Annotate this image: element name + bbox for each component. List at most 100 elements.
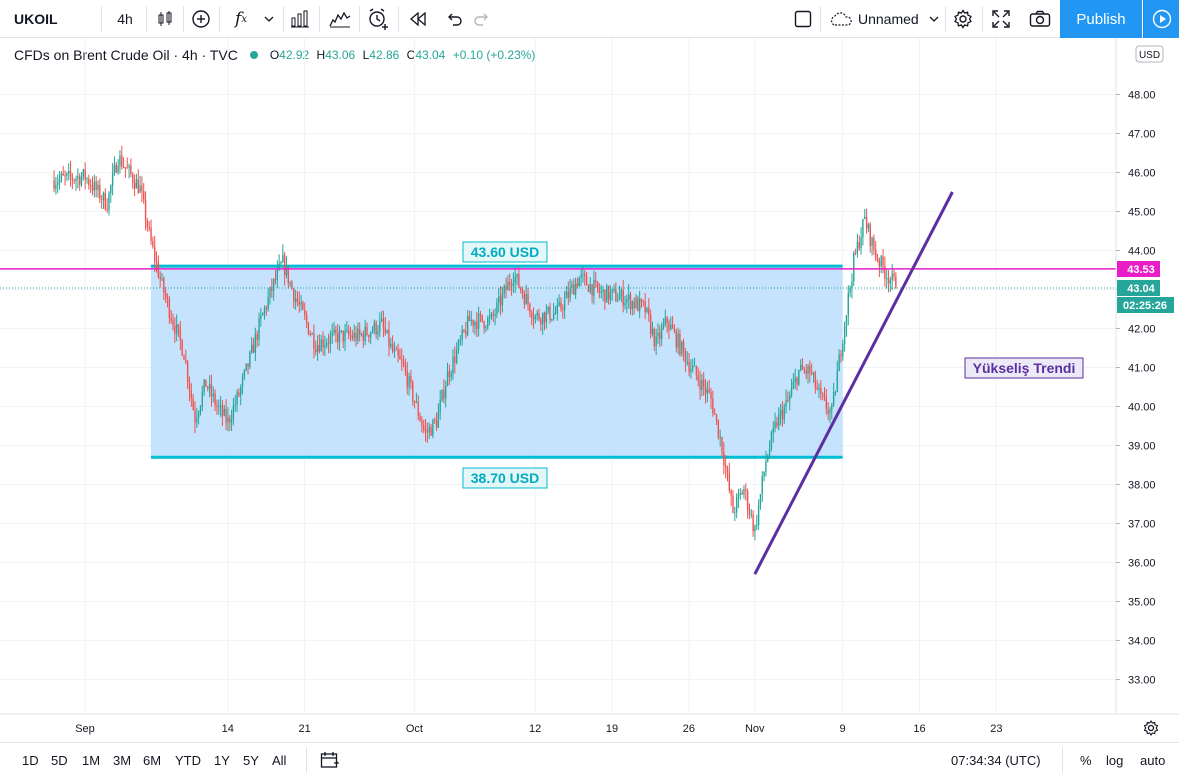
ohlc-values: O42.92 H43.06 L42.86 C43.04 +0.10 (+0.23… <box>270 48 536 62</box>
log-toggle[interactable]: log <box>1106 752 1124 768</box>
range-button-1d[interactable]: 1D <box>22 752 39 768</box>
candle <box>181 338 183 357</box>
camera-icon[interactable] <box>1026 0 1054 38</box>
fullscreen-icon[interactable] <box>988 0 1014 38</box>
axis-settings-gear-icon[interactable] <box>1143 719 1159 737</box>
candle <box>638 290 641 319</box>
trend-label[interactable]: Yükseliş Trendi <box>964 357 1084 379</box>
range-button-3m[interactable]: 3M <box>113 752 132 768</box>
undo-icon[interactable] <box>442 0 466 38</box>
redo-icon[interactable] <box>470 0 494 38</box>
candle <box>730 488 732 507</box>
candle <box>739 487 742 500</box>
candles-icon[interactable] <box>152 0 178 38</box>
candle <box>785 389 787 414</box>
candle <box>516 273 518 286</box>
candle <box>430 423 432 436</box>
candle <box>596 281 599 293</box>
lower-label-text: 38.70 USD <box>471 470 539 486</box>
layout-name-button[interactable]: Unnamed <box>828 0 942 38</box>
date-range-calendar-icon[interactable] <box>320 743 340 777</box>
range-button-5d[interactable]: 5D <box>51 752 68 768</box>
close-key: C <box>406 48 416 62</box>
range-box[interactable] <box>150 266 843 458</box>
candle <box>895 271 897 289</box>
range-button-ytd[interactable]: YTD <box>175 752 201 768</box>
candle <box>121 145 123 170</box>
candle <box>512 272 515 293</box>
candle <box>635 294 637 310</box>
trend-line[interactable] <box>753 191 954 575</box>
candle <box>838 349 840 372</box>
candle <box>518 266 520 289</box>
candle <box>858 235 860 251</box>
price-axis[interactable] <box>1116 38 1179 714</box>
open-key: O <box>269 48 280 62</box>
candle <box>618 285 621 301</box>
price-tick-label: 37.00 <box>1128 519 1156 531</box>
price-tick-label: 44.00 <box>1128 246 1156 258</box>
candle <box>55 176 57 195</box>
candle <box>708 380 710 394</box>
candle <box>329 330 332 354</box>
strategy-icon[interactable] <box>327 0 353 38</box>
candle <box>640 298 643 308</box>
candle <box>139 175 141 193</box>
candle <box>280 260 282 266</box>
candle <box>170 309 172 324</box>
alert-icon[interactable] <box>364 0 392 38</box>
templates-icon[interactable] <box>287 0 313 38</box>
high-key: H <box>316 48 326 62</box>
candle <box>452 349 454 380</box>
candle <box>854 248 857 256</box>
candle <box>540 317 542 332</box>
candle <box>196 407 198 428</box>
time-axis[interactable]: Sep 14 21 Oct 12 19 26 Nov 9 16 23 <box>75 723 1002 735</box>
candle <box>137 169 139 195</box>
candle <box>878 257 881 278</box>
range-button-all[interactable]: All <box>272 752 287 768</box>
candle <box>792 373 795 390</box>
auto-toggle[interactable]: auto <box>1140 752 1166 768</box>
range-button-6m[interactable]: 6M <box>143 752 162 768</box>
upper-label[interactable]: 43.60 USD <box>462 241 548 263</box>
series-title[interactable]: CFDs on Brent Crude Oil · 4h · TVC <box>14 47 238 63</box>
candle <box>673 324 676 334</box>
chevron-down-icon[interactable] <box>259 0 279 38</box>
percent-toggle[interactable]: % <box>1080 752 1092 768</box>
lower-label[interactable]: 38.70 USD <box>462 467 548 489</box>
range-button-1m[interactable]: 1M <box>82 752 101 768</box>
candle <box>379 312 381 338</box>
range-button-5y[interactable]: 5Y <box>243 752 259 768</box>
symbol-search[interactable]: UKOIL <box>14 11 58 27</box>
replay-icon[interactable] <box>406 0 430 38</box>
price-chart[interactable]: 43.60 USD 38.70 USD Yükseliş Trendi 48.0… <box>0 38 1179 742</box>
candle <box>682 338 685 362</box>
candle <box>728 462 731 494</box>
interval-button[interactable]: 4h <box>117 11 133 27</box>
candle <box>690 359 692 379</box>
cloud-icon <box>828 11 854 27</box>
publish-button[interactable]: Publish <box>1060 0 1142 38</box>
compare-add-icon[interactable] <box>188 0 214 38</box>
candle <box>485 324 487 332</box>
time-tick-label: 9 <box>840 723 846 735</box>
candle <box>113 156 116 176</box>
clock-label[interactable]: 07:34:34 (UTC) <box>951 752 1041 768</box>
gear-icon[interactable] <box>950 0 976 38</box>
checkbox-square-icon[interactable] <box>792 0 814 38</box>
candle <box>434 417 436 424</box>
range-button-1y[interactable]: 1Y <box>214 752 230 768</box>
candle <box>302 300 304 311</box>
currency-badge[interactable]: USD <box>1135 45 1164 63</box>
candle <box>424 418 427 442</box>
candle <box>774 412 776 433</box>
candle <box>362 330 365 348</box>
candle <box>251 337 253 355</box>
price-tick-label: 45.00 <box>1128 207 1156 219</box>
play-icon[interactable] <box>1143 0 1179 38</box>
candle <box>821 392 824 401</box>
candle <box>584 270 586 286</box>
candle <box>194 401 196 434</box>
